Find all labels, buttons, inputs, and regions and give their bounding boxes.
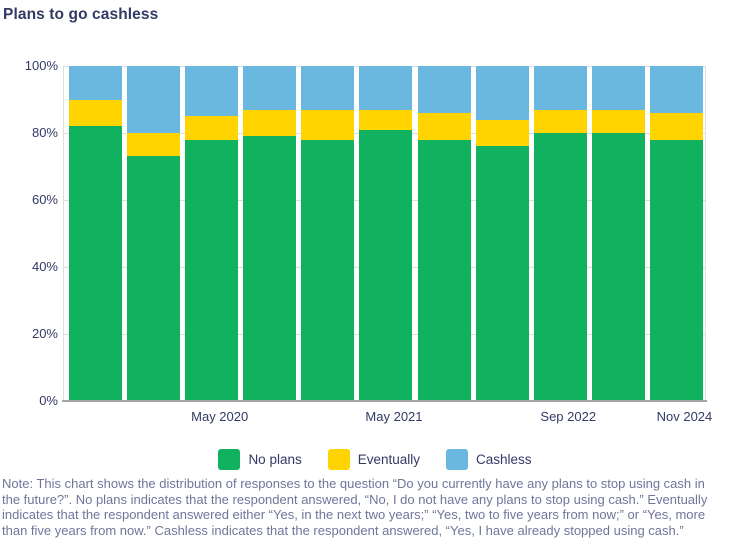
bar-segment-cashless	[243, 66, 297, 110]
bar-segment-no-plans	[359, 129, 413, 401]
bar-wave-5	[301, 66, 355, 401]
bar-wave-8	[475, 66, 529, 401]
legend-label: Cashless	[476, 452, 532, 467]
bar-segment-no-plans	[301, 139, 355, 401]
bars-container	[64, 66, 705, 401]
y-tick-label-40: 40%	[31, 259, 58, 274]
legend-swatch-icon	[446, 449, 469, 470]
x-axis-line	[62, 400, 707, 402]
bar-segment-eventually	[533, 109, 587, 133]
legend-swatch-icon	[327, 449, 350, 470]
x-tick-label-may-2020: May 2020	[191, 409, 249, 424]
legend-label: No plans	[248, 452, 302, 467]
y-tick-label-60: 60%	[31, 192, 58, 207]
y-tick-label-100: 100%	[24, 58, 58, 73]
bar-segment-eventually	[243, 109, 297, 137]
note-line-3: indicates that the respondent answered e…	[2, 507, 706, 523]
legend-swatch-icon	[218, 449, 241, 470]
note-line-4: than five years from now.” Cashless indi…	[2, 523, 684, 539]
bar-segment-cashless	[185, 66, 239, 117]
chart-title: Plans to go cashless	[3, 6, 159, 23]
bar-segment-cashless	[475, 66, 529, 120]
y-tick-label-80: 80%	[31, 125, 58, 140]
bar-segment-cashless	[301, 66, 355, 110]
note-line-1: Note: This chart shows the distribution …	[2, 476, 705, 491]
legend-item-eventually: Eventually	[327, 449, 421, 470]
bar-segment-eventually	[301, 109, 355, 140]
bar-segment-cashless	[591, 66, 645, 110]
x-tick-label-nov-2024: Nov 2024	[656, 409, 713, 424]
x-tick-label-sep-2022: Sep 2022	[540, 409, 597, 424]
y-tick-label-20: 20%	[31, 326, 58, 341]
bar-segment-cashless	[533, 66, 587, 110]
legend-item-cashless: Cashless	[446, 449, 532, 470]
legend: No plans Eventually Cashless	[0, 449, 750, 470]
bar-segment-cashless	[69, 66, 122, 100]
bar-segment-no-plans	[533, 132, 587, 401]
bar-segment-no-plans	[185, 139, 239, 401]
legend-item-no-plans: No plans	[218, 449, 302, 470]
bar-wave-3	[185, 66, 239, 401]
bar-wave-2	[127, 66, 181, 401]
bar-segment-cashless	[359, 66, 413, 110]
bar-wave-11	[649, 66, 703, 401]
bar-segment-eventually	[185, 116, 239, 140]
bar-wave-6	[359, 66, 413, 401]
bar-wave-9	[533, 66, 587, 401]
bar-segment-eventually	[591, 109, 645, 133]
note-line-2: the future?”. No plans indicates that th…	[2, 491, 708, 507]
bar-segment-eventually	[475, 119, 529, 147]
bar-segment-no-plans	[475, 146, 529, 401]
bar-segment-cashless	[127, 66, 181, 133]
bar-segment-eventually	[649, 112, 703, 140]
bar-segment-cashless	[417, 66, 471, 113]
bar-segment-no-plans	[127, 156, 181, 401]
bar-segment-no-plans	[591, 132, 645, 401]
bar-segment-eventually	[127, 133, 181, 157]
bar-segment-cashless	[649, 66, 703, 113]
bar-segment-eventually	[359, 109, 413, 130]
bar-segment-eventually	[417, 112, 471, 140]
bar-segment-no-plans	[417, 139, 471, 401]
bar-segment-no-plans	[69, 126, 122, 401]
x-tick-label-may-2021: May 2021	[365, 409, 423, 424]
bar-segment-no-plans	[243, 136, 297, 401]
bar-wave-4	[243, 66, 297, 401]
note-text: Note: This chart shows the distribution …	[2, 476, 750, 539]
bar-segment-eventually	[69, 99, 122, 127]
bar-wave-1	[69, 66, 122, 401]
legend-label: Eventually	[357, 452, 421, 467]
bar-wave-10	[591, 66, 645, 401]
bar-segment-no-plans	[649, 139, 703, 401]
bar-wave-7	[417, 66, 471, 401]
plot-area	[62, 66, 707, 402]
y-tick-label-0: 0%	[39, 393, 58, 408]
